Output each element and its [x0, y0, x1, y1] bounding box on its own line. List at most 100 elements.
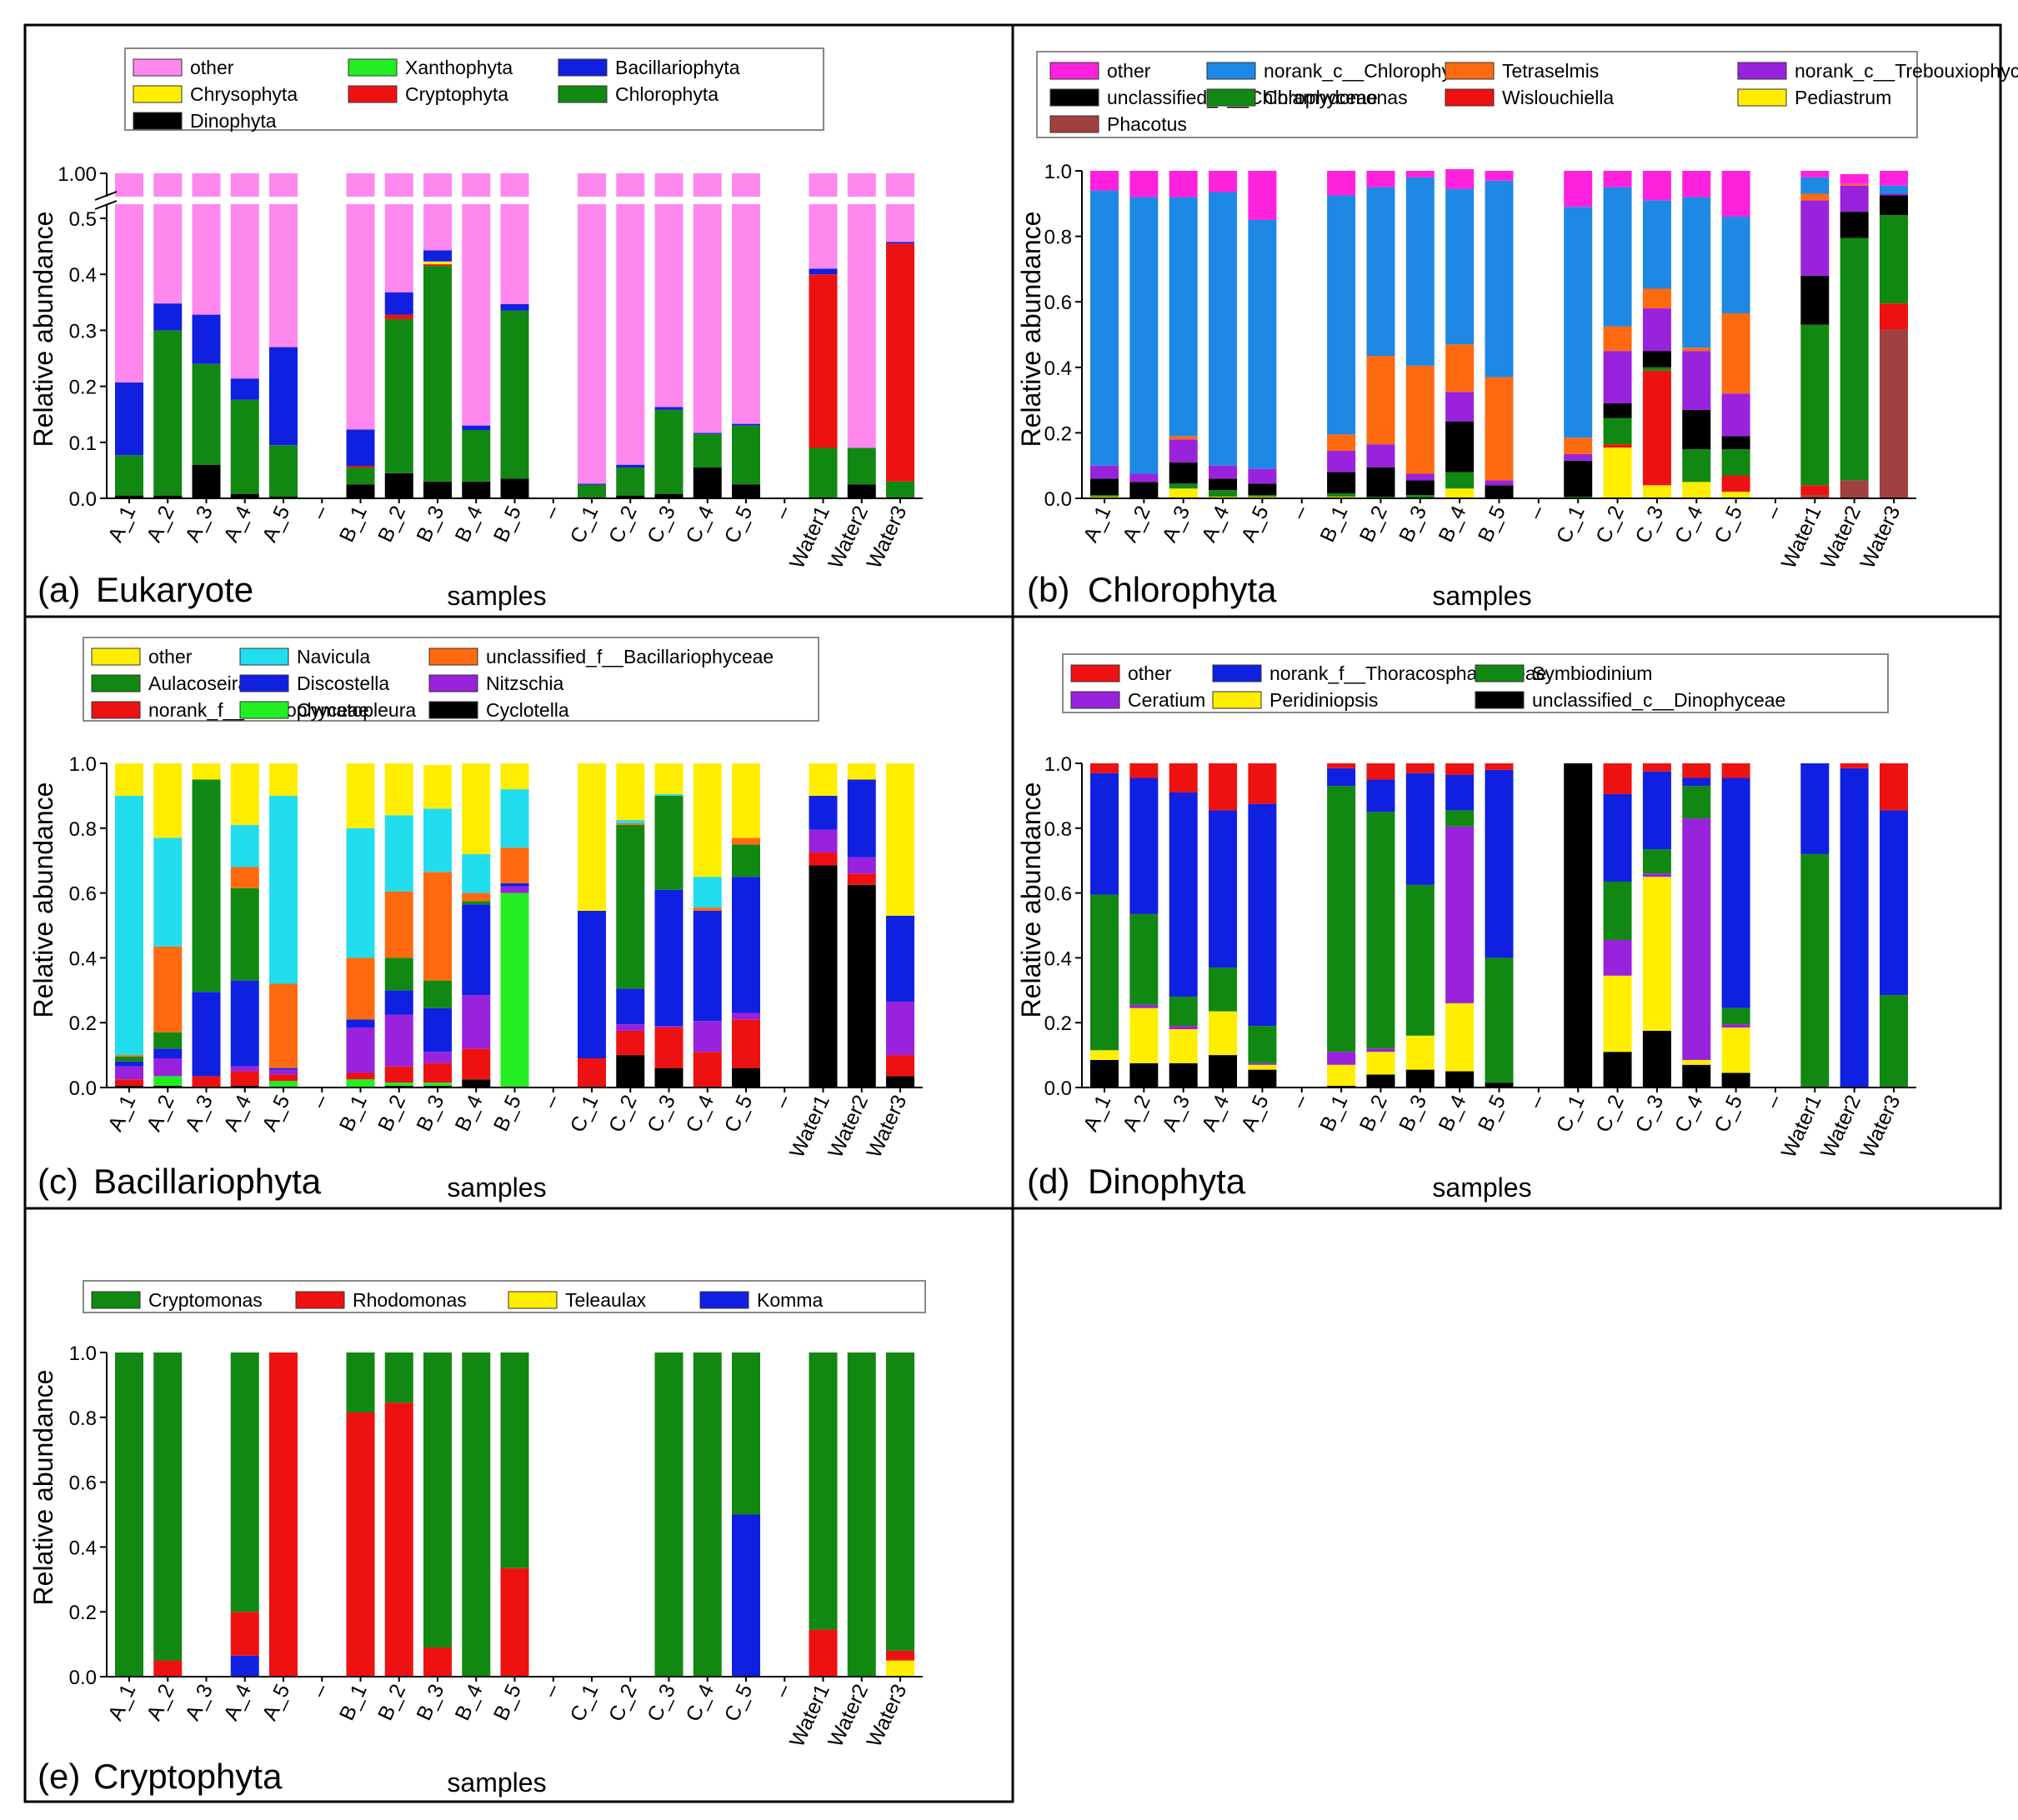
bar-water2-nitzschia: [847, 857, 876, 874]
bar-water3-other: [1880, 763, 1908, 811]
x-tick-label-a-2: A_2: [143, 1681, 179, 1724]
legend-swatch-aulacoseira: [91, 674, 141, 692]
bar-a-3-chlorophyta: [192, 363, 221, 465]
panel-d-label: (d): [1027, 1162, 1069, 1201]
x-tick-label-c-1: C_1: [1552, 1092, 1590, 1136]
bar-water1-tetraselmis: [1800, 193, 1830, 201]
panel-b-xlabel: samples: [1432, 581, 1531, 611]
bar-water3-teleaulax: [886, 1660, 914, 1677]
panel-b-legend: other norank_c__Chlorophyceae Tetraselmis n…: [1036, 51, 2018, 138]
y-tick-label: 0.4: [69, 1537, 97, 1559]
panel-a-label: (a): [38, 570, 80, 609]
x-tick-label-a-1: A_1: [103, 1681, 140, 1724]
bar-a-2-norank-f-thoracosphaeraceae: [1129, 778, 1159, 914]
bar-b-2-norank-f-mediophyceae: [384, 1066, 413, 1083]
bar-c-5-norank-c-trebouxiophyceae: [1721, 393, 1750, 437]
x-tick-label-b-3: B_3: [1395, 1092, 1431, 1135]
x-tick-label-c-1: C_1: [566, 1681, 603, 1725]
x-tick-label-a-4: A_4: [1197, 1092, 1234, 1135]
bar-a-4-nitzschia: [230, 1066, 259, 1072]
bar-water1-norank-c-trebouxiophyceae: [1800, 200, 1830, 276]
bar-b-3-unclassified-c-dinophyceae: [1405, 1069, 1435, 1088]
bar-a-5-unclassified-c-chlorophyceae: [1248, 483, 1277, 496]
bar-water1-unclassified-c-chlorophyceae: [1800, 275, 1830, 325]
x-tick-label-gap: –: [1760, 502, 1786, 523]
bar-b-3-chrysophyta: [423, 261, 452, 265]
x-tick-label-gap: –: [538, 1681, 564, 1702]
x-tick-label-a-4: A_4: [219, 502, 256, 546]
bar-b-2-aulacoseira: [384, 958, 413, 991]
bar-a-4-other: [230, 173, 259, 379]
legend-swatch-other: [91, 648, 141, 666]
bar-b-1-unclassified-f-bacillariophyceae: [346, 958, 375, 1020]
bar-b-3-navicula: [423, 808, 452, 872]
bar-water3-rhodomonas: [886, 1650, 914, 1661]
bar-c-5-pediastrum: [1721, 492, 1750, 498]
bar-a-1-bacillariophyta: [115, 382, 143, 456]
bar-a-5-rhodomonas: [269, 1352, 298, 1677]
bar-water1-symbiodinium: [1800, 853, 1830, 1088]
bar-water2-chlamydomonas: [1840, 238, 1869, 481]
panel-d-legend: other norank_f__ThoracosphaeraceaeSymbiod…: [1062, 653, 1889, 713]
bar-c-3-other: [654, 173, 684, 408]
bar-b-1-chlamydomonas: [1327, 493, 1356, 498]
bar-water2-norank-f-mediophyceae: [847, 873, 876, 885]
legend-swatch-ceratium: [1070, 691, 1120, 709]
bar-c-4-unclassified-c-dinophyceae: [1682, 1064, 1711, 1088]
bar-b-1-chlorophyta: [346, 468, 375, 485]
bar-c-3-discostella: [654, 889, 684, 1027]
bar-water2-cyclotella: [847, 884, 876, 1088]
panel-c-xlabel: samples: [447, 1172, 546, 1202]
x-tick-label-b-3: B_3: [412, 1681, 448, 1724]
bar-water3-nitzschia: [886, 1001, 914, 1056]
bar-b-4-other: [462, 173, 491, 426]
x-tick-label-a-1: A_1: [103, 502, 140, 546]
panel-c-title: Bacillariophyta: [93, 1162, 322, 1201]
bar-a-1-navicula: [115, 795, 143, 1056]
x-tick-label-a-3: A_3: [1158, 1092, 1194, 1135]
bar-b-5-cymatopleura: [500, 892, 529, 1088]
x-tick-label-b-4: B_4: [451, 1681, 488, 1724]
bar-a-2-nitzschia: [153, 1058, 183, 1077]
panel-c-plot: 0.00.20.40.60.81.0A_1 A_2 A_3 A_4 A_5– B_1 B_2…: [69, 753, 923, 1162]
bar-a-2-aulacoseira: [153, 1032, 183, 1049]
legend-swatch-navicula: [239, 648, 289, 666]
y-tick-label: 0.8: [1044, 818, 1072, 841]
bar-c-2-dinophyta: [616, 495, 645, 498]
bar-b-3-tetraselmis: [1405, 365, 1435, 474]
bar-water1-cyclotella: [809, 865, 838, 1088]
bar-b-3-other: [1405, 763, 1435, 773]
x-tick-label-b-5: B_5: [1474, 1092, 1510, 1135]
bar-c-5-other: [1721, 763, 1750, 778]
bar-b-1-peridiniopsis: [1327, 1064, 1356, 1087]
bar-b-2-discostella: [384, 990, 413, 1015]
panel-b-ylabel: Relative abundance: [1016, 212, 1046, 448]
panel-a-title: Eukaryote: [96, 570, 253, 609]
legend-label-norank-c-trebouxiophyceae: norank_c__Trebouxiophyceae: [1795, 60, 2018, 82]
bar-b-1-cymatopleura: [346, 1079, 375, 1088]
y-tick-label: 0.5: [69, 208, 97, 231]
y-tick-label: 0.2: [1044, 1012, 1072, 1035]
bar-b-3-aulacoseira: [423, 980, 452, 1008]
bar-a-3-other: [1169, 763, 1198, 793]
x-tick-label-gap: –: [1524, 1092, 1550, 1112]
bar-a-3-bacillariophyta: [192, 314, 221, 364]
bar-c-1-tetraselmis: [1564, 438, 1593, 454]
bar-c-1-unclassified-c-dinophyceae: [1564, 763, 1593, 1088]
y-tick-label: 0.2: [69, 1012, 97, 1035]
legend-swatch-unclassified-c-chlorophyceae: [1049, 88, 1099, 107]
bar-b-3-other: [1405, 171, 1435, 178]
bar-c-1-other: [578, 763, 606, 911]
bar-b-5-rhodomonas: [500, 1568, 529, 1677]
x-tick-label-b-4: B_4: [1434, 1092, 1470, 1135]
bar-b-4-norank-f-mediophyceae: [462, 1048, 491, 1080]
legend-label-other: other: [148, 646, 193, 668]
bar-c-3-norank-f-mediophyceae: [654, 1028, 684, 1068]
panel-d: (d) Dinophyta samples Relative abundance…: [1011, 615, 2002, 1210]
bar-b-5-norank-c-chlorophyceae: [1485, 180, 1514, 378]
bar-a-4-norank-c-chlorophyceae: [1209, 192, 1238, 466]
bar-c-1-unclassified-c-chlorophyceae: [1564, 460, 1593, 498]
x-tick-label-c-5: C_5: [720, 1681, 758, 1725]
bar-a-3-symbiodinium: [1169, 997, 1198, 1027]
bar-water2-other: [847, 173, 876, 448]
